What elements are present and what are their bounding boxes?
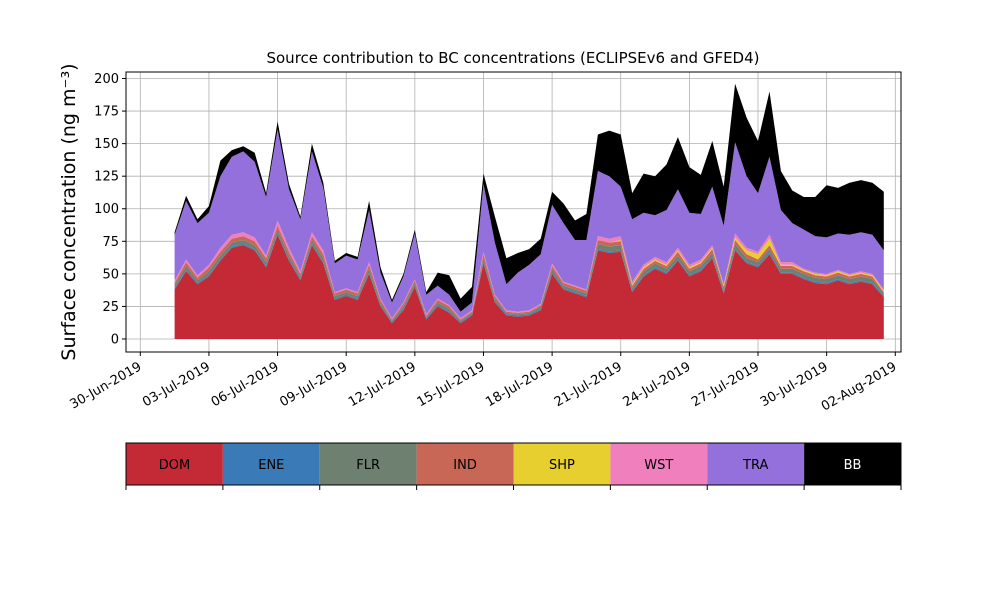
legend-label-wst: WST (644, 458, 673, 473)
x-tick-label: 15-Jul-2019 (415, 359, 488, 410)
y-tick-label: 50 (102, 267, 119, 282)
x-tick-label: 09-Jul-2019 (277, 359, 350, 410)
legend-label-shp: SHP (549, 458, 575, 473)
area-series-dom (174, 234, 884, 339)
x-tick-label: 03-Jul-2019 (140, 359, 213, 410)
area-series (174, 83, 884, 339)
y-tick-label: 150 (94, 137, 119, 152)
y-tick-label: 175 (94, 105, 119, 120)
legend-colorbar: DOM ENE FLR IND SHP WST TRA BB (125, 442, 902, 490)
legend-swatch-shp (513, 443, 611, 485)
y-axis-ticks: 0 25 50 75 100 125 150 175 200 (94, 72, 126, 347)
legend-swatch-ene (222, 443, 320, 485)
legend-label-flr: FLR (356, 458, 380, 473)
y-tick-label: 25 (102, 300, 119, 315)
x-tick-label: 27-Jul-2019 (689, 359, 762, 410)
legend-swatch-wst (610, 443, 708, 485)
y-tick-label: 75 (102, 235, 119, 250)
x-axis-ticks: 30-Jun-201903-Jul-201906-Jul-201909-Jul-… (67, 352, 899, 415)
x-tick-label: 30-Jun-2019 (67, 359, 144, 412)
legend-swatch-tra (707, 443, 805, 485)
legend-swatch-bb (804, 443, 901, 485)
x-tick-label: 12-Jul-2019 (346, 359, 419, 410)
x-tick-label: 02-Aug-2019 (819, 359, 899, 414)
legend-label-ind: IND (453, 458, 477, 473)
legend-label-bb: BB (844, 458, 862, 473)
chart-title: Source contribution to BC concentrations… (266, 49, 759, 67)
y-axis-label: Surface concentration (ng m⁻³) (58, 63, 80, 360)
y-tick-label: 125 (94, 170, 119, 185)
x-tick-label: 18-Jul-2019 (483, 359, 556, 410)
legend-label-dom: DOM (159, 458, 190, 473)
legend-label-tra: TRA (742, 458, 768, 473)
y-tick-label: 100 (94, 202, 119, 217)
legend-swatch-flr (319, 443, 417, 485)
plot-frame (125, 71, 902, 353)
x-tick-label: 24-Jul-2019 (621, 359, 694, 410)
y-tick-label: 200 (94, 72, 119, 87)
x-tick-label: 06-Jul-2019 (209, 359, 282, 410)
legend-swatch-dom (126, 443, 223, 485)
legend-label-ene: ENE (258, 458, 284, 473)
area-series-tra (174, 129, 884, 319)
y-tick-label: 0 (111, 332, 119, 347)
x-tick-label: 21-Jul-2019 (552, 359, 625, 410)
legend-swatch-ind (416, 443, 514, 485)
